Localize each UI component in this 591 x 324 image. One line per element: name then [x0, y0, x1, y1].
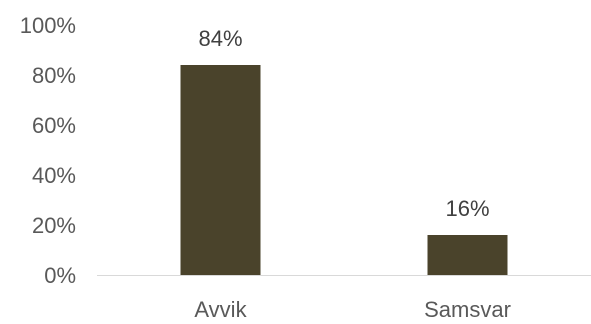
data-labels: 84% 16%	[198, 26, 489, 221]
bar-samsvar	[427, 235, 508, 275]
x-category-label: Samsvar	[424, 297, 511, 322]
y-tick-label: 80%	[32, 63, 76, 88]
bar-avvik	[180, 65, 261, 275]
y-tick-label: 0%	[44, 263, 76, 288]
y-tick-label: 40%	[32, 163, 76, 188]
y-axis-ticks: 0% 20% 40% 60% 80% 100%	[20, 13, 76, 288]
category-labels: Avvik Samsvar	[194, 297, 510, 322]
x-category-label: Avvik	[194, 297, 247, 322]
y-tick-label: 20%	[32, 213, 76, 238]
data-label: 84%	[198, 26, 242, 51]
y-tick-label: 100%	[20, 13, 76, 38]
bars	[180, 65, 508, 275]
y-tick-label: 60%	[32, 113, 76, 138]
data-label: 16%	[445, 196, 489, 221]
